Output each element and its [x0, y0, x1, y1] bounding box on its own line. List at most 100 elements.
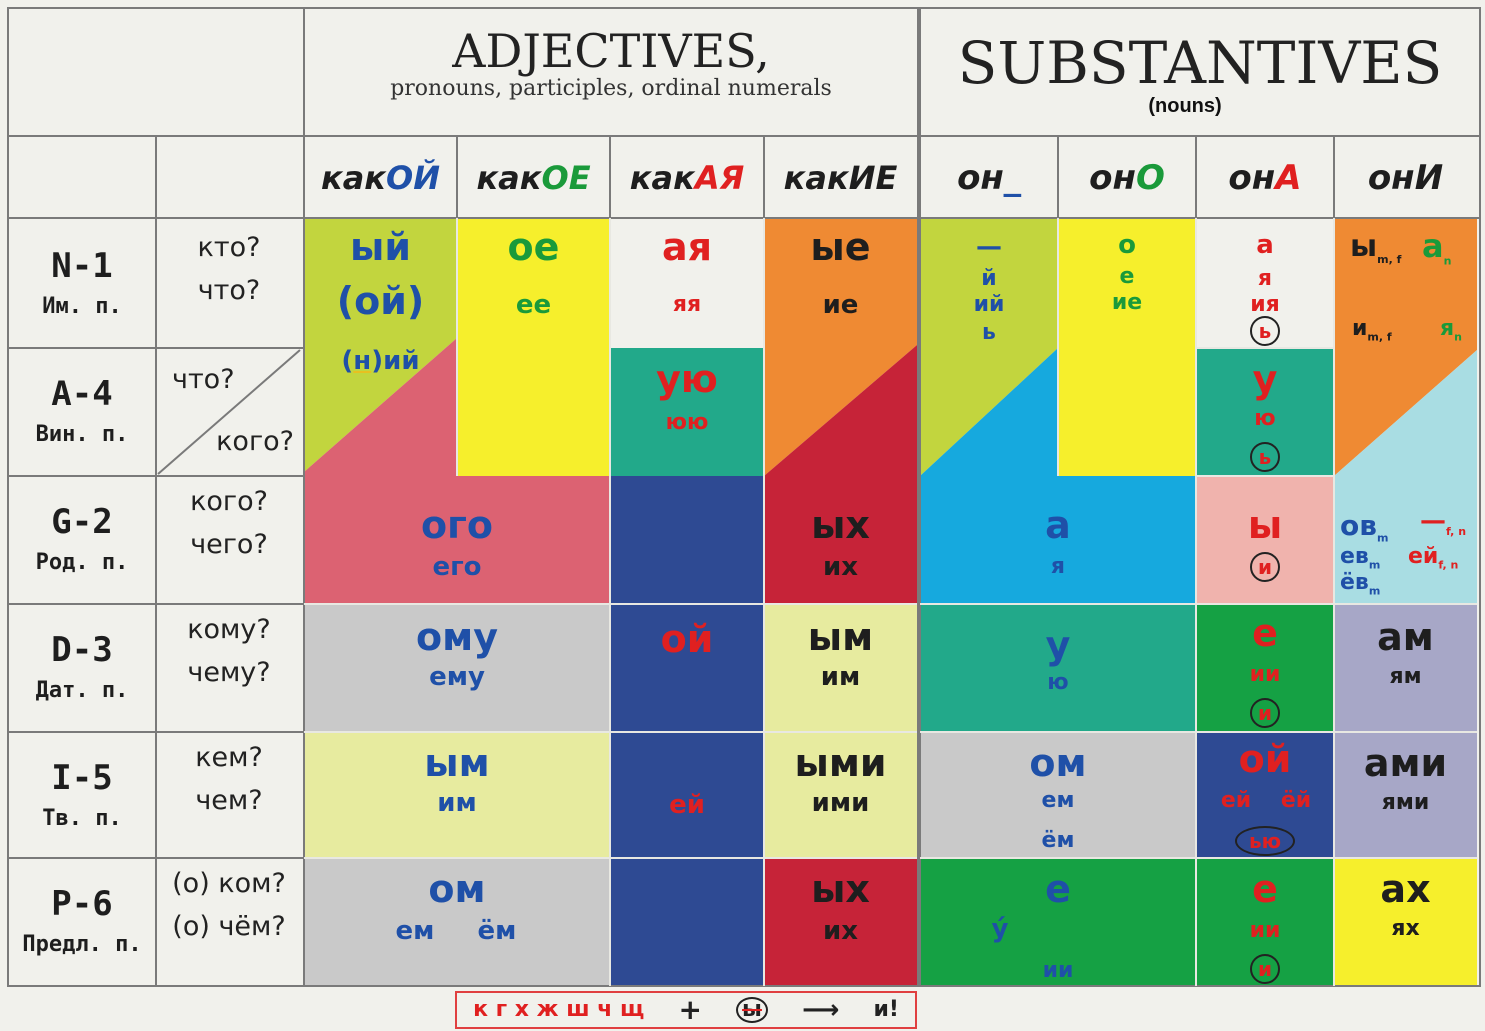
noun-ending: у [1252, 357, 1278, 401]
col-header-on: он_ [957, 158, 1021, 198]
question-gen: кого? чего? [190, 486, 268, 560]
footer-result: и! [873, 997, 899, 1022]
noun-ending: ём [1041, 828, 1075, 853]
adj-ending: ым [807, 615, 874, 659]
adj-ending: ые [810, 225, 871, 269]
adj-ending: ом [428, 867, 486, 911]
col-header-kakie: какИЕ [783, 159, 898, 197]
adj-ending: его [432, 552, 482, 582]
noun-ending: ие [1111, 290, 1143, 315]
noun-ending: й [981, 266, 997, 291]
adj-ending: ое [507, 225, 560, 269]
case-accusative: A-4 Вин. п. [35, 374, 129, 447]
adj-mn-dat-cell [304, 604, 610, 732]
noun-ending-circled: и [1196, 698, 1334, 728]
noun-ending: ям [1389, 664, 1422, 689]
noun-ending: а [1256, 230, 1274, 260]
noun-ending: е [1119, 264, 1135, 289]
adj-ending: ие [822, 290, 859, 320]
adj-mn-prep-cell [304, 858, 610, 986]
noun-ending: ами [1363, 741, 1448, 785]
adj-ending: ых [811, 867, 870, 911]
noun-ending: а [1045, 503, 1071, 547]
col-header-kakoj: какОЙ [320, 159, 440, 197]
noun-ending: ейf, n [1408, 544, 1459, 572]
noun-ending-circled: ь [1196, 316, 1334, 346]
noun-ending: —f, n [1420, 506, 1467, 539]
question-prep: (о) ком? (о) чём? [172, 868, 286, 942]
noun-ending: яn [1440, 316, 1462, 344]
noun-ending: ии [1249, 918, 1281, 943]
noun-ending: ем [1041, 788, 1075, 813]
noun-ending: ями [1381, 790, 1430, 815]
noun-ending: ой [1238, 737, 1292, 781]
adj-ending: (н)ий [341, 346, 420, 376]
noun-ending: ий [973, 292, 1005, 317]
noun-ending: ёй [1280, 788, 1312, 813]
adj-ending: ему [429, 662, 485, 692]
col-header-ono: онО [1089, 158, 1165, 198]
adj-ending: ого [420, 503, 494, 547]
col-header-kakaya: какАЯ [629, 159, 745, 197]
adj-ending: им [437, 788, 477, 818]
noun-ending: ом [1029, 741, 1087, 785]
noun-ending-circled: и [1196, 954, 1334, 984]
question-acc-1: что? [172, 364, 235, 395]
adj-ending: ый [350, 225, 411, 269]
col-header-kakoe: какОЕ [476, 159, 591, 197]
adj-ending: ую [656, 357, 718, 401]
adj-mn-inst-cell [304, 732, 610, 858]
adj-ending: юю [665, 410, 709, 435]
noun-ending: ю [1254, 406, 1276, 431]
noun-ending: е [1045, 867, 1071, 911]
footer-rule: к г х ж ш ч щ + ы ⟶ и! [456, 996, 916, 1024]
noun-ending: ам [1377, 615, 1434, 659]
question-nom: кто? что? [197, 232, 261, 306]
adj-n-nom-cell [457, 218, 610, 476]
adj-ending: ая [661, 225, 713, 269]
noun-ending: — [976, 232, 1002, 262]
adj-ending: ее [515, 290, 552, 320]
noun-ending: овm [1340, 509, 1389, 545]
adj-f-acc-cell [610, 348, 764, 476]
adjectives-title: ADJECTIVES, [452, 24, 770, 78]
noun-ending: ях [1391, 916, 1420, 941]
adj-ending: яя [672, 292, 702, 317]
adj-ending: ыми [794, 741, 887, 785]
adj-ending: их [823, 552, 858, 582]
noun-ending: ах [1380, 867, 1431, 911]
adj-m-nom-cell [304, 218, 457, 472]
noun-ending: евm [1340, 544, 1381, 572]
noun-ending: иm, f [1352, 316, 1392, 344]
noun-ending: ия [1250, 292, 1280, 317]
substantives-subtitle: (nouns) [1148, 95, 1222, 117]
plus-icon: + [678, 993, 702, 1026]
arrow-icon: ⟶ [802, 995, 840, 1025]
col-header-ona: онА [1228, 158, 1302, 198]
noun-ending: е [1252, 867, 1278, 911]
noun-ending: аn [1422, 227, 1452, 268]
noun-ending: ии [1249, 662, 1281, 687]
noun-ending: я [1050, 554, 1066, 579]
adj-ending: ими [811, 788, 870, 818]
question-inst: кем? чем? [195, 742, 263, 816]
adj-ending: ем [395, 916, 435, 946]
noun-ending: у́ [991, 914, 1009, 944]
adj-ending: им [820, 662, 861, 692]
crossed-letter: ы [736, 997, 768, 1023]
adj-mn-gen-cell [304, 476, 610, 604]
noun-ending: ей [1220, 788, 1252, 813]
noun-ending: о [1118, 230, 1136, 260]
adj-ending: ому [416, 615, 498, 659]
question-dat: кому? чему? [187, 614, 271, 688]
adj-ending: их [823, 916, 858, 946]
noun-ending: ыm, f [1350, 229, 1402, 266]
adj-pl-nom-cell [764, 218, 917, 476]
noun-ending: ёвm [1340, 570, 1381, 598]
noun-ending: ы [1247, 503, 1283, 547]
adj-ending: ым [424, 741, 490, 785]
noun-ending-circled: и [1196, 552, 1334, 582]
col-header-oni: онИ [1367, 158, 1444, 198]
noun-ending: ь [982, 320, 996, 345]
